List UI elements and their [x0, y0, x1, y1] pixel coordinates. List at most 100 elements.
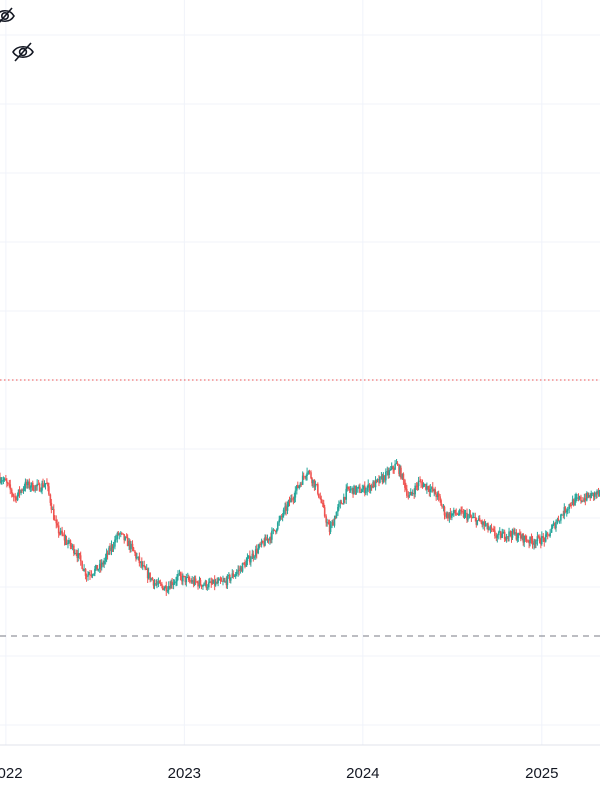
candle-down: [76, 553, 79, 558]
candle-up: [386, 471, 389, 473]
candle-up: [596, 490, 598, 495]
candle-down: [597, 490, 600, 494]
candle-down: [554, 523, 556, 529]
candle-down: [5, 478, 7, 481]
candle-down: [161, 583, 163, 586]
candle-up: [16, 494, 19, 501]
candle-down: [373, 481, 375, 488]
candle-down: [141, 561, 143, 567]
candle-up: [193, 578, 196, 585]
candle-down: [10, 489, 13, 494]
candle-up: [463, 512, 466, 518]
candle-up: [385, 471, 387, 481]
candle-down: [132, 547, 135, 552]
candle-down: [82, 568, 84, 571]
eye-slash-icon[interactable]: [0, 5, 16, 27]
candle-up: [345, 488, 348, 500]
candle-up: [501, 533, 504, 538]
candle-down: [255, 549, 258, 554]
candle-up: [333, 518, 336, 526]
candle-up: [408, 495, 411, 497]
candle-up: [241, 563, 244, 572]
candle-up: [282, 509, 285, 516]
candle-up: [95, 565, 97, 569]
candle-down: [340, 501, 343, 504]
candle-down: [428, 489, 431, 493]
candle-down: [586, 492, 589, 498]
candle-down: [400, 467, 402, 479]
candle-down: [461, 510, 463, 512]
candle-down: [125, 536, 128, 538]
candle-down: [420, 481, 422, 484]
candle-up: [250, 558, 252, 563]
candle-down: [503, 531, 506, 539]
candle-down: [196, 581, 198, 583]
candle-down: [50, 502, 53, 510]
candle-up: [593, 492, 596, 497]
candle-down: [197, 582, 199, 587]
candle-up: [191, 580, 193, 583]
candle-down: [546, 533, 549, 535]
candle-up: [137, 556, 140, 558]
candle-down: [194, 578, 197, 582]
candle-up: [476, 520, 479, 525]
candle-up: [224, 580, 226, 582]
candle-down: [325, 516, 327, 523]
candle-down: [273, 529, 276, 531]
candle-up: [382, 475, 385, 483]
candle-up: [20, 490, 22, 494]
candle-up: [369, 485, 372, 491]
candle-up: [257, 547, 259, 554]
candle-down: [146, 568, 149, 579]
candle-down: [525, 539, 528, 542]
candle-down: [216, 581, 218, 584]
candle-up: [523, 535, 526, 543]
candle-up: [233, 575, 236, 577]
candle-up: [0, 480, 2, 482]
candle-down: [47, 483, 49, 487]
candle-up: [153, 583, 156, 586]
candle-down: [313, 479, 316, 488]
candle-down: [165, 585, 168, 592]
candle-up: [275, 529, 278, 532]
candle-up: [482, 521, 484, 525]
candle-down: [449, 512, 452, 518]
candle-down: [539, 536, 541, 544]
candle-down: [123, 534, 126, 541]
eye-slash-icon[interactable]: [11, 40, 35, 64]
candle-down: [368, 484, 371, 491]
candle-up: [228, 575, 230, 577]
candle-down: [317, 484, 319, 494]
candle-up: [178, 573, 181, 575]
candle-up: [361, 489, 364, 492]
candle-down: [9, 484, 12, 490]
candle-down: [323, 507, 326, 517]
candle-down: [519, 532, 521, 536]
candle-down: [106, 552, 109, 555]
candle-up: [281, 515, 284, 517]
candle-up: [301, 475, 304, 485]
candle-up: [364, 490, 367, 494]
candle-up: [170, 581, 172, 589]
candle-down: [158, 581, 161, 583]
candle-down: [149, 572, 151, 580]
candle-down: [232, 573, 235, 577]
candle-up: [508, 531, 510, 537]
candle-down: [35, 485, 37, 487]
candle-up: [417, 480, 420, 486]
candle-up: [339, 501, 342, 504]
candle-up: [185, 577, 188, 583]
candle-down: [111, 545, 114, 548]
candle-down: [8, 483, 11, 485]
candle-down: [120, 532, 123, 534]
candle-down: [96, 565, 99, 571]
candle-up: [254, 549, 257, 557]
candle-up: [374, 479, 377, 488]
candle-down: [143, 565, 146, 567]
candle-up: [17, 489, 20, 495]
candle-down: [407, 495, 410, 497]
candle-down: [413, 493, 415, 495]
reference-lines: [0, 379, 600, 637]
candle-down: [53, 519, 56, 521]
